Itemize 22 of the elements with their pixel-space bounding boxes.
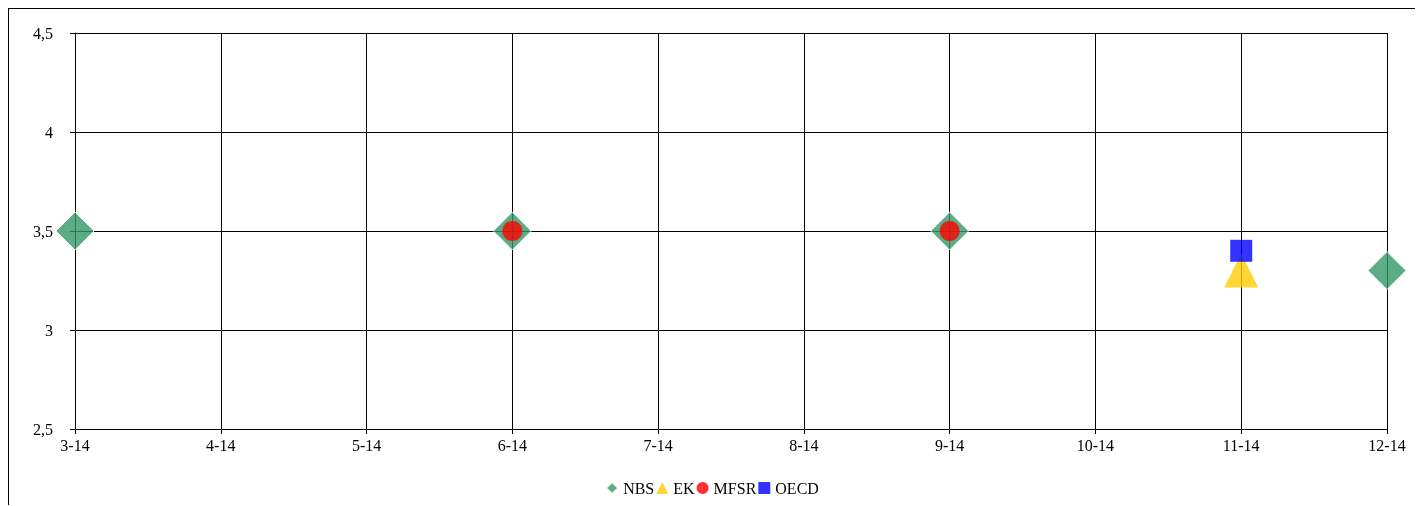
point bbox=[1230, 239, 1253, 262]
y-tick-label: 3 bbox=[45, 321, 53, 339]
point bbox=[55, 211, 95, 251]
x-tick-label: 9-14 bbox=[935, 436, 965, 454]
x-tick-label: 6-14 bbox=[497, 436, 527, 454]
x-tick-label: 11-14 bbox=[1222, 436, 1260, 454]
x-tick-label: 8-14 bbox=[789, 436, 819, 454]
y-tick-label: 4,5 bbox=[33, 24, 53, 42]
x-tick-label: 7-14 bbox=[643, 436, 673, 454]
x-tick-label: 5-14 bbox=[351, 436, 382, 454]
x-tick-label: 4-14 bbox=[206, 436, 236, 454]
x-tick-label: 3-14 bbox=[60, 436, 90, 454]
point bbox=[1367, 251, 1407, 291]
x-tick-label: 10-14 bbox=[1076, 436, 1115, 454]
legend-label: NBS bbox=[623, 479, 655, 497]
y-tick-label: 2,5 bbox=[33, 420, 53, 438]
legend-label: EK bbox=[673, 479, 696, 497]
y-tick-label: 3,5 bbox=[33, 222, 53, 240]
legend-label: OECD bbox=[775, 479, 819, 497]
y-tick-label: 4 bbox=[45, 123, 53, 141]
legend-label: MFSR bbox=[713, 479, 757, 497]
x-tick-label: 12-14 bbox=[1368, 436, 1406, 454]
